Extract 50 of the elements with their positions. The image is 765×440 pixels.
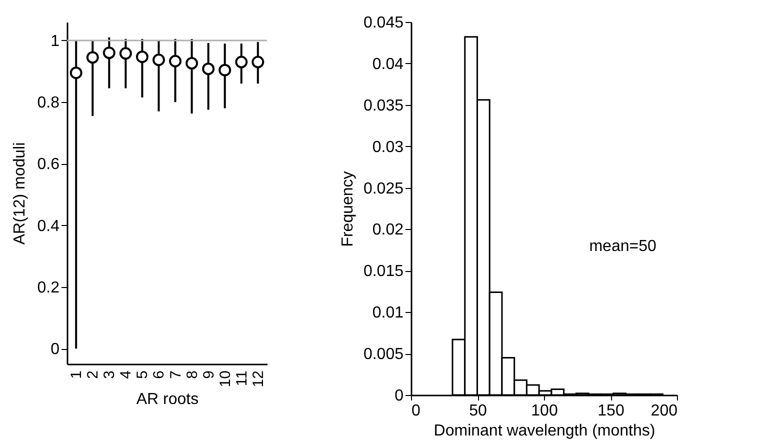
y-tick-label: 0.4 (37, 218, 60, 235)
y-tick-label: 0.2 (37, 279, 60, 296)
x-tick-label: 50 (469, 402, 487, 420)
point (86, 51, 99, 64)
y-tick-label: 0.8 (37, 94, 60, 112)
y-tick-label: 0.025 (363, 180, 404, 198)
y-axis-title: AR(12) moduli (11, 142, 28, 245)
x-tick-label: 0 (412, 402, 420, 420)
y-tick-label: 0.035 (363, 97, 404, 114)
x-tick-label: 200 (650, 402, 678, 420)
y-tick-label: 0.6 (37, 156, 60, 174)
x-tick-label: 9 (200, 370, 218, 379)
point (70, 66, 82, 80)
point (202, 62, 215, 76)
y-tick-label: 1 (50, 32, 60, 50)
x-tick-label: 11 (233, 370, 250, 386)
y-tick-label: 0.04 (372, 56, 404, 73)
y-tick-label: 0 (394, 388, 404, 404)
x-tick-label: 100 (531, 402, 558, 420)
point (218, 64, 232, 76)
x-axis-title: AR roots (136, 391, 199, 408)
x-tick-label: 6 (150, 370, 168, 379)
x-tick-label: 8 (184, 370, 201, 379)
x-tick-label: 7 (167, 370, 184, 379)
point (186, 57, 198, 70)
y-tick-label: 0.005 (363, 346, 404, 364)
x-tick-label: 4 (118, 370, 135, 379)
annotation: mean=50 (589, 238, 656, 255)
x-tick-label: 5 (134, 370, 152, 379)
point (102, 46, 116, 60)
x-tick-label: 1 (68, 370, 86, 379)
y-tick-label: 0.02 (372, 222, 404, 239)
x-tick-label: 12 (250, 370, 267, 388)
point (152, 54, 165, 66)
y-tick-label: 0.03 (372, 138, 404, 156)
point (136, 50, 148, 64)
point (252, 56, 264, 68)
x-axis-title: Dominant wavelength (months) (434, 422, 656, 440)
y-tick-label: 0.045 (363, 14, 404, 32)
x-tick-label: 10 (216, 370, 234, 388)
y-tick-label: 0 (50, 341, 60, 358)
point (235, 56, 248, 68)
x-tick-label: 3 (101, 370, 118, 379)
y-tick-label: 0.01 (372, 304, 404, 322)
point (119, 47, 132, 60)
x-tick-label: 150 (598, 402, 624, 420)
y-axis-title: Frequency (339, 171, 356, 247)
point (169, 54, 182, 68)
y-tick-label: 0.015 (363, 263, 404, 280)
x-tick-label: 2 (84, 370, 102, 379)
